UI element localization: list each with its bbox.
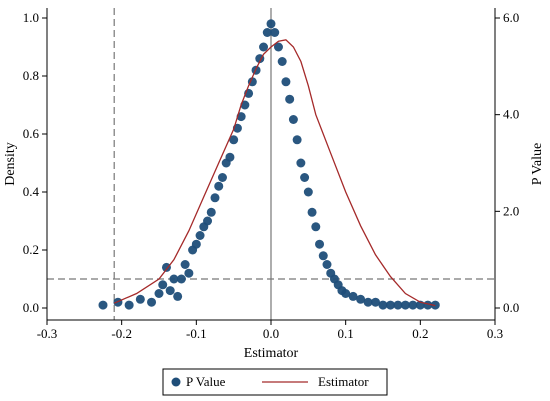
- y-left-tick-label: 0.8: [23, 68, 39, 83]
- pvalue-point: [98, 300, 108, 310]
- pvalue-point: [259, 42, 269, 52]
- y-left-tick-label: 0.4: [23, 184, 40, 199]
- pvalue-point: [311, 222, 321, 232]
- pvalue-point: [303, 187, 313, 197]
- x-tick-label: 0.1: [338, 326, 354, 341]
- x-tick-label: -0.1: [186, 326, 207, 341]
- pvalue-point: [195, 231, 205, 240]
- pvalue-point: [341, 289, 351, 298]
- pvalue-point: [161, 262, 171, 272]
- y-left-tick-label: 1.0: [23, 10, 39, 25]
- pvalue-point: [393, 300, 403, 310]
- pvalue-point: [385, 300, 395, 310]
- pvalue-point: [363, 297, 373, 307]
- plot-area: [47, 8, 495, 320]
- legend-pvalue-marker: [171, 377, 181, 387]
- pvalue-point: [285, 94, 295, 104]
- pvalue-point: [210, 193, 220, 203]
- pvalue-point: [173, 291, 183, 301]
- pvalue-point: [229, 135, 239, 145]
- x-tick-label: -0.3: [37, 326, 58, 341]
- pvalue-point: [225, 152, 235, 162]
- pvalue-point: [214, 181, 224, 191]
- legend-box: [162, 368, 388, 396]
- pvalue-point: [203, 216, 213, 226]
- pvalue-point: [154, 289, 164, 298]
- pvalue-point: [300, 173, 310, 182]
- pvalue-point: [206, 207, 216, 217]
- x-tick-label: 0.3: [487, 326, 503, 341]
- axes: -0.3 -0.2 -0.1 0.0 0.1 0.2 0.30.00.20.40.60.81…: [23, 8, 519, 341]
- pvalue-point: [147, 297, 157, 307]
- pvalue-point: [288, 115, 298, 124]
- pvalue-point: [165, 286, 175, 296]
- y-left-tick-label: 0.6: [23, 126, 40, 141]
- pvalue-point: [169, 274, 179, 284]
- pvalue-point: [180, 260, 190, 269]
- y-right-tick-label: 2.0: [503, 203, 519, 218]
- pvalue-point: [135, 294, 145, 304]
- pvalue-point: [124, 300, 134, 310]
- pvalue-point: [408, 300, 418, 310]
- y-right-tick-label: 4.0: [503, 107, 519, 122]
- x-tick-label: 0.0: [263, 326, 279, 341]
- pvalue-point: [318, 251, 328, 261]
- pvalue-point: [296, 158, 306, 168]
- pvalue-point: [400, 300, 410, 310]
- x-tick-label: 0.2: [412, 326, 428, 341]
- pvalue-point: [292, 135, 302, 145]
- legend-estimator-label: Estimator: [318, 374, 369, 389]
- pvalue-point: [191, 239, 201, 249]
- x-axis-title: Estimator: [244, 346, 299, 361]
- pvalue-point: [184, 268, 194, 278]
- legend: P Value Estimator: [162, 368, 388, 396]
- x-tick-label: -0.2: [111, 326, 132, 341]
- y-right-tick-label: 6.0: [503, 10, 519, 25]
- pvalue-point: [176, 274, 186, 284]
- y-right-tick-label: 0.0: [503, 300, 519, 315]
- pvalue-point: [315, 239, 325, 249]
- pvalue-point: [378, 300, 388, 310]
- legend-pvalue-label: P Value: [186, 374, 226, 389]
- y-axis-right-title: P Value: [530, 143, 545, 185]
- pvalue-point: [217, 173, 227, 182]
- y-left-tick-label: 0.0: [23, 300, 39, 315]
- pvalue-point: [247, 77, 257, 87]
- y-left-tick-label: 0.2: [23, 242, 39, 257]
- pvalue-point: [348, 291, 358, 301]
- pvalue-point: [158, 280, 168, 290]
- pvalue-point: [273, 42, 283, 52]
- y-axis-left-title: Density: [3, 142, 18, 186]
- pvalue-point: [307, 207, 317, 217]
- pvalue-point: [277, 57, 287, 66]
- pvalue-point: [262, 28, 272, 37]
- pvalue-point: [266, 19, 276, 29]
- pvalue-point: [270, 28, 280, 37]
- pvalue-point: [371, 297, 381, 307]
- estimator-line: [113, 39, 436, 307]
- pvalue-point: [356, 294, 366, 304]
- pvalue-point: [281, 77, 291, 87]
- pvalue-point: [322, 260, 332, 269]
